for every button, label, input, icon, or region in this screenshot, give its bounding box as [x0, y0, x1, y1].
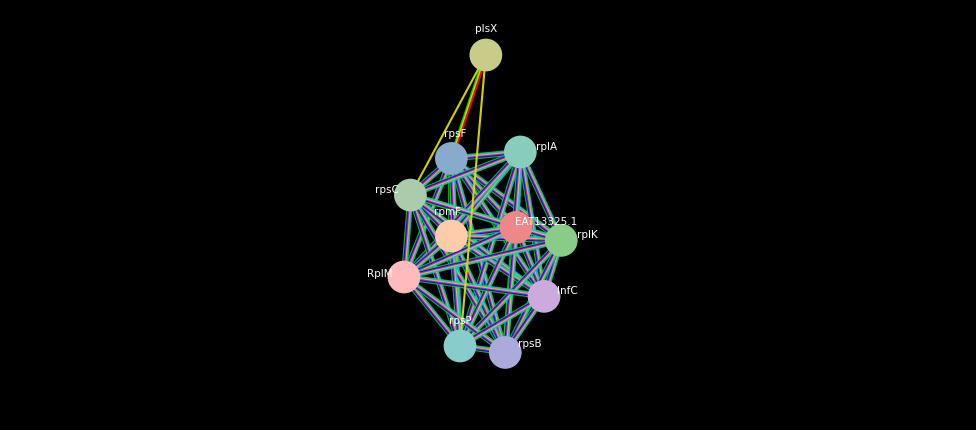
Text: rpsB: rpsB [518, 338, 542, 348]
Text: rpsF: rpsF [444, 129, 467, 139]
Circle shape [504, 136, 537, 169]
Circle shape [545, 224, 578, 257]
Circle shape [444, 330, 476, 362]
Circle shape [435, 143, 468, 175]
Text: rpsC: rpsC [375, 184, 398, 194]
Circle shape [500, 212, 532, 244]
Text: InfC: InfC [557, 285, 578, 295]
Text: rpsP: rpsP [449, 315, 471, 326]
Text: RplM: RplM [367, 268, 393, 278]
Circle shape [387, 261, 421, 294]
Text: EAT13325.1: EAT13325.1 [515, 216, 578, 227]
Circle shape [489, 336, 521, 369]
Text: rpmF: rpmF [433, 206, 461, 217]
Text: plsX: plsX [474, 24, 497, 34]
Text: rplA: rplA [536, 141, 556, 151]
Circle shape [528, 280, 560, 313]
Circle shape [469, 40, 503, 72]
Circle shape [435, 220, 468, 253]
Text: rplK: rplK [577, 229, 597, 240]
Circle shape [394, 179, 427, 212]
